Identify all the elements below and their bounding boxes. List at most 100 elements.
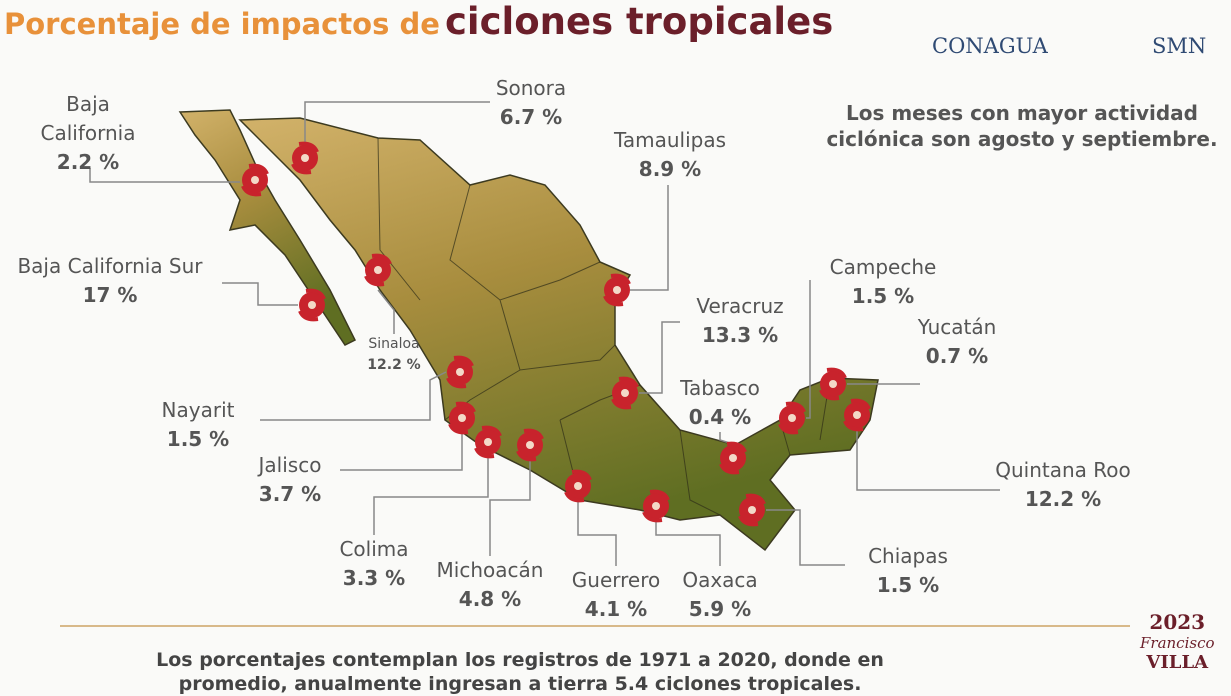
title-lead: Porcentaje de impactos de xyxy=(4,7,440,41)
cyclone-part xyxy=(853,411,861,419)
logo: CONAGUA xyxy=(932,34,1048,58)
state-label: Tamaulipas 8.9 % xyxy=(590,126,750,184)
cyclone-part xyxy=(719,441,747,475)
leader-line xyxy=(577,500,617,566)
state-name: Sinaloa xyxy=(368,336,420,352)
cyclone-part xyxy=(251,176,259,184)
state-name: Yucatán xyxy=(917,315,997,339)
state-name: Campeche xyxy=(829,255,937,279)
leader-line xyxy=(373,456,489,535)
cyclone-icon xyxy=(738,493,766,527)
state-name: Colima xyxy=(339,537,409,561)
cyclone-part xyxy=(603,273,631,307)
cyclone-part xyxy=(308,301,316,309)
cyclone-icon xyxy=(564,469,592,503)
cyclone-part xyxy=(819,367,847,401)
cyclone-part xyxy=(613,286,621,294)
state-percentage: 12.2 % xyxy=(367,357,421,373)
cyclone-part xyxy=(778,401,806,435)
note: Los meses con mayor actividad ciclónica … xyxy=(826,101,1218,151)
cyclone-part xyxy=(364,253,392,287)
mainland xyxy=(238,117,879,552)
state-label: Michoacán 4.8 % xyxy=(415,556,565,614)
cyclone-part xyxy=(738,493,766,527)
cyclone-icon xyxy=(291,141,319,175)
cyclone-part xyxy=(574,482,582,490)
cyclone-part xyxy=(374,266,382,274)
state-name: Oaxaca xyxy=(682,568,758,592)
state-name: Baja California Sur xyxy=(17,254,203,278)
cyclone-icon xyxy=(603,273,631,307)
cyclone-part xyxy=(652,502,660,510)
cyclone-icon xyxy=(516,428,544,462)
leader-line xyxy=(806,280,811,419)
cyclone-icon xyxy=(241,163,269,197)
state-percentage: 2.2 % xyxy=(56,150,120,174)
leader-line xyxy=(260,371,447,421)
title-main: ciclones tropicales xyxy=(445,0,834,43)
state-name: Jalisco xyxy=(258,453,322,477)
state-label: Oaxaca 5.9 % xyxy=(665,566,775,624)
leader-line xyxy=(766,509,845,566)
state-label: Colima 3.3 % xyxy=(314,535,434,593)
state-percentage: 5.9 % xyxy=(688,597,752,621)
state-percentage: 3.7 % xyxy=(258,482,322,506)
state-name: Chiapas xyxy=(868,544,948,568)
state-percentage: 17 % xyxy=(82,283,138,307)
footer: Los porcentajes contemplan los registros… xyxy=(156,649,884,695)
leader-line xyxy=(377,289,395,334)
cyclone-icon xyxy=(642,489,670,523)
baja-peninsula xyxy=(178,109,357,346)
cyclone-part xyxy=(843,398,871,432)
state-percentage: 1.5 % xyxy=(851,284,915,308)
cyclone-icon xyxy=(843,398,871,432)
state-label: Campeche 1.5 % xyxy=(813,253,953,311)
state-percentage: 1.5 % xyxy=(166,427,230,451)
state-name: Tabasco xyxy=(680,376,760,400)
cyclone-icon xyxy=(611,376,639,410)
state-percentage: 0.4 % xyxy=(688,405,752,429)
state-name: Sonora xyxy=(495,76,567,100)
cyclone-part xyxy=(301,154,309,162)
state-percentage: 1.5 % xyxy=(876,573,940,597)
state-label: Tabasco 0.4 % xyxy=(660,374,780,432)
state-label: Sinaloa 12.2 % xyxy=(354,334,434,376)
leader-line xyxy=(489,459,531,556)
cyclone-part xyxy=(526,441,534,449)
title: Porcentaje de impactos de ciclones tropi… xyxy=(4,0,833,43)
cyclone-icon xyxy=(778,401,806,435)
cyclone-part xyxy=(564,469,592,503)
leader-line xyxy=(856,429,1000,491)
cyclone-part xyxy=(446,355,474,389)
state-label: Veracruz 13.3 % xyxy=(675,292,805,350)
state-borders xyxy=(377,137,831,516)
cyclone-part xyxy=(748,506,756,514)
cyclone-part xyxy=(516,428,544,462)
state-percentage: 13.3 % xyxy=(701,323,779,347)
state-label: Chiapas 1.5 % xyxy=(853,542,963,600)
leader-line xyxy=(340,432,463,471)
cyclone-icon xyxy=(298,288,326,322)
cyclone-part xyxy=(621,389,629,397)
state-label: Baja California 2.2 % xyxy=(23,90,153,177)
state-name: Baja California xyxy=(40,92,136,145)
badge-name: Francisco xyxy=(1140,634,1215,652)
cyclone-part xyxy=(642,489,670,523)
state-label: Guerrero 4.1 % xyxy=(561,566,671,624)
state-name: Quintana Roo xyxy=(995,458,1131,482)
state-percentage: 0.7 % xyxy=(925,344,989,368)
state-percentage: 8.9 % xyxy=(638,157,702,181)
leader-line xyxy=(89,168,240,183)
badge-surname: VILLA xyxy=(1146,652,1209,673)
cyclone-part xyxy=(241,163,269,197)
state-label: Quintana Roo 12.2 % xyxy=(993,456,1133,514)
cyclone-icon xyxy=(819,367,847,401)
cyclone-part xyxy=(474,425,502,459)
leader-line xyxy=(630,185,669,291)
state-label: Jalisco 3.7 % xyxy=(230,451,350,509)
cyclone-part xyxy=(611,376,639,410)
cyclone-part xyxy=(298,288,326,322)
